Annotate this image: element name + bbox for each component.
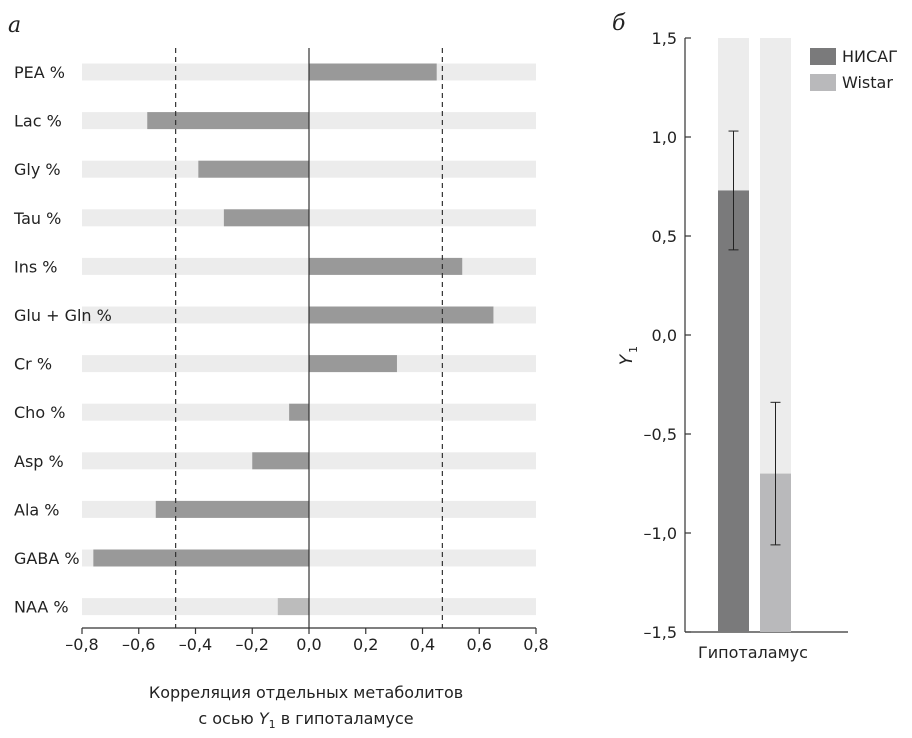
y-tick-label: 0,0 (652, 326, 677, 345)
bar (155, 500, 309, 518)
category-label: Tau % (13, 209, 61, 228)
y-tick-label: 1,5 (652, 29, 677, 48)
legend-swatch (810, 48, 836, 65)
x-tick-label: 0,2 (353, 635, 378, 654)
bar (718, 190, 749, 632)
bar (309, 257, 463, 275)
bar (223, 209, 309, 227)
caption-line-2: с осью Y1 в гипоталамусе (0, 706, 612, 738)
bar (309, 355, 397, 373)
caption-prefix: с осью (198, 709, 259, 728)
x-tick-label: 0,6 (467, 635, 492, 654)
category-label: NAA % (14, 598, 69, 617)
panel-b-label: б (612, 11, 626, 36)
caption-var: Y (258, 709, 269, 728)
y-tick-label: 0,5 (652, 227, 677, 246)
bar (198, 160, 309, 178)
y-axis-label-sub: 1 (627, 346, 640, 353)
bar (309, 63, 437, 81)
x-tick-label: 0,0 (296, 635, 321, 654)
bar (252, 452, 309, 470)
bar (147, 112, 309, 130)
category-label: Lac % (14, 112, 62, 131)
category-label: GABA % (14, 549, 80, 568)
panel-b: б –1,5 –1,0 –0,5 0,0 0,5 1,0 1,5 НИСАГ Wistar Г… (612, 11, 898, 662)
y-tick-label: –1,5 (644, 623, 677, 642)
y-tick-label: 1,0 (652, 128, 677, 147)
caption-suffix: в гипоталамусе (275, 709, 414, 728)
caption-line-1: Корреляция отдельных метаболитов (148, 683, 464, 702)
y-tick-label: –0,5 (644, 425, 677, 444)
bar (309, 306, 494, 324)
legend-label: Wistar (842, 73, 893, 92)
x-tick-label: –0,4 (179, 635, 212, 654)
bar (93, 549, 309, 567)
category-label: Glu + Gln % (14, 306, 112, 325)
x-tick-label: 0,8 (523, 635, 548, 654)
caption-sub: 1 (268, 718, 276, 732)
category-label: Asp % (14, 452, 64, 471)
panel-a: а PEA % Lac % Gly % Tau % Ins % Glu + Gln % Cr… (8, 13, 549, 654)
bar (277, 598, 309, 616)
x-tick-label: –0,2 (236, 635, 269, 654)
x-tick-label: 0,4 (410, 635, 435, 654)
x-tick-label: –0,8 (65, 635, 98, 654)
legend-label: НИСАГ (842, 47, 898, 66)
legend-swatch (810, 74, 836, 91)
y-axis-label: Y 1 (617, 346, 640, 365)
y-tick-label: –1,0 (644, 524, 677, 543)
category-label: Cho % (14, 403, 65, 422)
x-category-label: Гипоталамус (698, 643, 808, 662)
y-axis-label-var: Y (617, 353, 637, 365)
panel-a-label: а (8, 13, 21, 38)
bar (289, 403, 309, 421)
category-label: PEA % (14, 63, 65, 82)
category-label: Cr % (14, 355, 52, 374)
category-label: Ala % (14, 500, 59, 519)
category-label: Gly % (14, 160, 61, 179)
category-label: Ins % (14, 257, 57, 276)
x-tick-label: –0,6 (122, 635, 155, 654)
